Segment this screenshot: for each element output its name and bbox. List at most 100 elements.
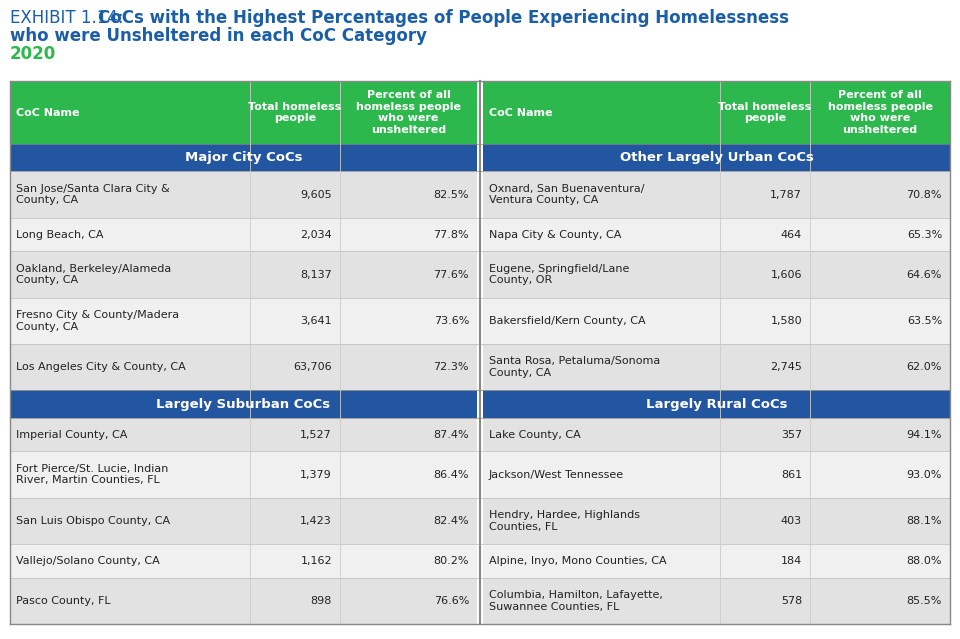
- Text: Eugene, Springfield/Lane
County, OR: Eugene, Springfield/Lane County, OR: [489, 264, 630, 286]
- Text: 3,641: 3,641: [300, 316, 332, 326]
- Bar: [483, 298, 950, 344]
- Text: Total homeless
people: Total homeless people: [249, 102, 342, 123]
- Text: 73.6%: 73.6%: [434, 316, 469, 326]
- Bar: [483, 252, 950, 298]
- Text: 1,787: 1,787: [770, 190, 802, 199]
- Bar: [483, 144, 950, 171]
- Text: Major City CoCs: Major City CoCs: [184, 151, 302, 164]
- Text: 85.5%: 85.5%: [906, 596, 942, 606]
- Text: Jackson/West Tennessee: Jackson/West Tennessee: [489, 470, 624, 480]
- Text: Oxnard, San Buenaventura/
Ventura County, CA: Oxnard, San Buenaventura/ Ventura County…: [489, 184, 644, 206]
- Text: Oakland, Berkeley/Alameda
County, CA: Oakland, Berkeley/Alameda County, CA: [16, 264, 171, 286]
- Text: 72.3%: 72.3%: [434, 362, 469, 373]
- Text: 63.5%: 63.5%: [907, 316, 942, 326]
- Text: Fort Pierce/St. Lucie, Indian
River, Martin Counties, FL: Fort Pierce/St. Lucie, Indian River, Mar…: [16, 464, 168, 486]
- Text: 1,379: 1,379: [300, 470, 332, 480]
- Text: Pasco County, FL: Pasco County, FL: [16, 596, 110, 606]
- Bar: [483, 218, 950, 252]
- Text: Total homeless
people: Total homeless people: [718, 102, 811, 123]
- Text: 64.6%: 64.6%: [906, 270, 942, 280]
- Text: Lake County, CA: Lake County, CA: [489, 429, 581, 440]
- Text: 77.6%: 77.6%: [434, 270, 469, 280]
- Text: 62.0%: 62.0%: [906, 362, 942, 373]
- Text: San Jose/Santa Clara City &
County, CA: San Jose/Santa Clara City & County, CA: [16, 184, 170, 206]
- Text: CoC Name: CoC Name: [489, 107, 553, 118]
- Text: 1,580: 1,580: [770, 316, 802, 326]
- Text: Largely Rural CoCs: Largely Rural CoCs: [646, 397, 787, 411]
- Text: Columbia, Hamilton, Lafayette,
Suwannee Counties, FL: Columbia, Hamilton, Lafayette, Suwannee …: [489, 590, 662, 612]
- Text: 70.8%: 70.8%: [906, 190, 942, 199]
- Bar: [483, 390, 950, 418]
- Bar: [10, 578, 477, 624]
- Bar: [10, 218, 477, 252]
- Bar: [483, 171, 950, 218]
- Text: San Luis Obispo County, CA: San Luis Obispo County, CA: [16, 516, 170, 526]
- Text: 2020: 2020: [10, 45, 57, 63]
- Text: Fresno City & County/Madera
County, CA: Fresno City & County/Madera County, CA: [16, 310, 180, 332]
- Bar: [483, 344, 950, 390]
- Text: Santa Rosa, Petaluma/Sonoma
County, CA: Santa Rosa, Petaluma/Sonoma County, CA: [489, 357, 660, 378]
- Text: 403: 403: [780, 516, 802, 526]
- Bar: [483, 498, 950, 544]
- Bar: [10, 451, 477, 498]
- Text: Long Beach, CA: Long Beach, CA: [16, 229, 104, 240]
- Bar: [10, 81, 477, 144]
- Bar: [483, 578, 950, 624]
- Text: 9,605: 9,605: [300, 190, 332, 199]
- Bar: [483, 81, 950, 144]
- Bar: [10, 298, 477, 344]
- Text: Other Largely Urban CoCs: Other Largely Urban CoCs: [619, 151, 813, 164]
- Text: 94.1%: 94.1%: [906, 429, 942, 440]
- Text: 578: 578: [780, 596, 802, 606]
- Text: 184: 184: [780, 556, 802, 566]
- Text: 77.8%: 77.8%: [433, 229, 469, 240]
- Text: 464: 464: [780, 229, 802, 240]
- Text: Percent of all
homeless people
who were
unsheltered: Percent of all homeless people who were …: [828, 90, 932, 135]
- Text: Los Angeles City & County, CA: Los Angeles City & County, CA: [16, 362, 185, 373]
- Bar: [10, 390, 477, 418]
- Text: 1,606: 1,606: [771, 270, 802, 280]
- Bar: [483, 451, 950, 498]
- Text: 88.1%: 88.1%: [906, 516, 942, 526]
- Text: Vallejo/Solano County, CA: Vallejo/Solano County, CA: [16, 556, 159, 566]
- Text: 2,745: 2,745: [770, 362, 802, 373]
- Text: 2,034: 2,034: [300, 229, 332, 240]
- Text: 82.5%: 82.5%: [434, 190, 469, 199]
- Text: who were Unsheltered in each CoC Category: who were Unsheltered in each CoC Categor…: [10, 27, 427, 45]
- Text: Percent of all
homeless people
who were
unsheltered: Percent of all homeless people who were …: [356, 90, 461, 135]
- Text: Largely Suburban CoCs: Largely Suburban CoCs: [156, 397, 330, 411]
- Text: 65.3%: 65.3%: [907, 229, 942, 240]
- Bar: [10, 344, 477, 390]
- Bar: [10, 418, 477, 451]
- Text: 1,162: 1,162: [300, 556, 332, 566]
- Text: EXHIBIT 1.14:: EXHIBIT 1.14:: [10, 9, 129, 27]
- Text: 87.4%: 87.4%: [433, 429, 469, 440]
- Text: Bakersfield/Kern County, CA: Bakersfield/Kern County, CA: [489, 316, 646, 326]
- Text: 861: 861: [780, 470, 802, 480]
- Bar: [10, 544, 477, 578]
- Text: 1,527: 1,527: [300, 429, 332, 440]
- Text: 80.2%: 80.2%: [434, 556, 469, 566]
- Text: Napa City & County, CA: Napa City & County, CA: [489, 229, 621, 240]
- Bar: [483, 544, 950, 578]
- Bar: [483, 418, 950, 451]
- Text: CoC Name: CoC Name: [16, 107, 80, 118]
- Text: Hendry, Hardee, Highlands
Counties, FL: Hendry, Hardee, Highlands Counties, FL: [489, 510, 640, 532]
- Text: 8,137: 8,137: [300, 270, 332, 280]
- Bar: [10, 171, 477, 218]
- Text: 76.6%: 76.6%: [434, 596, 469, 606]
- Text: 93.0%: 93.0%: [906, 470, 942, 480]
- Bar: [10, 144, 477, 171]
- Text: 63,706: 63,706: [294, 362, 332, 373]
- Text: 1,423: 1,423: [300, 516, 332, 526]
- Text: 86.4%: 86.4%: [434, 470, 469, 480]
- Text: 82.4%: 82.4%: [433, 516, 469, 526]
- Text: CoCs with the Highest Percentages of People Experiencing Homelessness: CoCs with the Highest Percentages of Peo…: [98, 9, 789, 27]
- Text: 357: 357: [780, 429, 802, 440]
- Bar: [10, 498, 477, 544]
- Bar: [10, 252, 477, 298]
- Text: 898: 898: [311, 596, 332, 606]
- Text: Alpine, Inyo, Mono Counties, CA: Alpine, Inyo, Mono Counties, CA: [489, 556, 666, 566]
- Text: 88.0%: 88.0%: [906, 556, 942, 566]
- Text: Imperial County, CA: Imperial County, CA: [16, 429, 128, 440]
